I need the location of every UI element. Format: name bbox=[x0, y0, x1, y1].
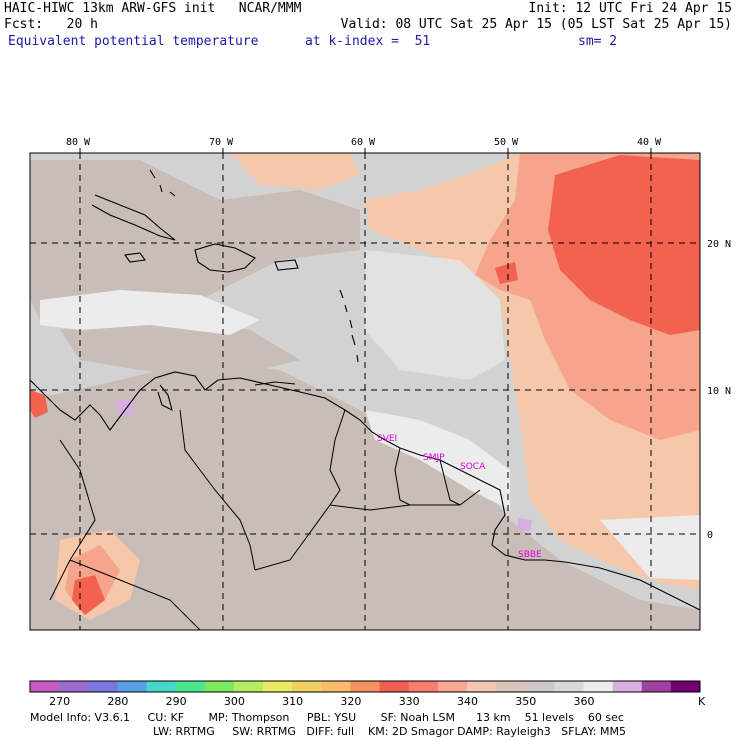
model-info-line2: LW: RRTMG SW: RRTMG DIFF: full KM: 2D Sm… bbox=[153, 725, 626, 738]
border-brazil-north bbox=[254, 489, 481, 571]
lat-label-0: 0 bbox=[707, 530, 713, 541]
header-k-index: at k-index = 51 bbox=[305, 34, 431, 49]
colorbar-swatch bbox=[641, 681, 672, 692]
colorbar-swatch bbox=[146, 681, 177, 692]
colorbar-swatch bbox=[350, 681, 381, 692]
field-red-core bbox=[548, 155, 700, 335]
field-tan-mid bbox=[60, 310, 300, 380]
coast-lake-maracaibo bbox=[157, 384, 173, 412]
coast-hispaniola bbox=[194, 243, 256, 273]
country-borders bbox=[49, 409, 481, 630]
colorbar-label: 330 bbox=[399, 695, 420, 708]
colorbar-label: 270 bbox=[49, 695, 70, 708]
colorbar-swatch bbox=[175, 681, 206, 692]
colorbar-label: 320 bbox=[340, 695, 361, 708]
colorbar-label: 350 bbox=[515, 695, 536, 708]
field-white-guiana bbox=[365, 410, 510, 510]
colorbar-frame bbox=[29, 680, 701, 693]
coast-lesser-antilles bbox=[339, 289, 359, 363]
lon-label-70w: 70 W bbox=[209, 137, 234, 148]
city-label-smjp: SMJP bbox=[423, 453, 445, 463]
top-ticks bbox=[79, 148, 652, 153]
lat-lon-grid bbox=[30, 153, 700, 630]
field-white-atlantic bbox=[365, 250, 505, 380]
colorbar-label: 300 bbox=[224, 695, 245, 708]
header-smoothing: sm= 2 bbox=[578, 34, 618, 49]
colorbar: 270 280 290 300 310 320 330 340 350 360 bbox=[29, 680, 701, 708]
field-tan-caribbean bbox=[30, 160, 360, 320]
field-purple-spot-2 bbox=[518, 518, 532, 532]
field-red-blob bbox=[495, 262, 518, 284]
header-forecast: Fcst: 20 h bbox=[4, 17, 98, 32]
border-peru bbox=[69, 559, 201, 630]
header-init: Init: 12 UTC Fri 24 Apr 15 bbox=[528, 1, 733, 16]
field-peach-patch-1 bbox=[230, 153, 360, 190]
colorbar-swatch bbox=[437, 681, 468, 692]
colorbar-swatch bbox=[408, 681, 439, 692]
model-info-line1: Model Info: V3.6.1 CU: KF MP: Thompson P… bbox=[30, 711, 624, 724]
lon-label-40w: 40 W bbox=[637, 137, 662, 148]
coast-south-america bbox=[30, 371, 700, 611]
header-title: HAIC-HIWC 13km ARW-GFS init NCAR/MMM bbox=[4, 1, 302, 16]
field-white-band bbox=[40, 290, 260, 335]
border-guyana-suriname bbox=[394, 447, 411, 506]
coast-bahamas bbox=[149, 169, 176, 197]
city-label-sbbe: SBBE bbox=[518, 550, 542, 560]
lon-label-60w: 60 W bbox=[351, 137, 376, 148]
colorbar-swatch bbox=[59, 681, 89, 692]
colorbar-swatch bbox=[204, 681, 235, 692]
border-colombia-venezuela bbox=[179, 409, 256, 571]
border-venezuela-guyana bbox=[329, 409, 346, 506]
colorbar-swatch bbox=[379, 681, 410, 692]
lon-label-50w: 50 W bbox=[494, 137, 519, 148]
coast-paria bbox=[254, 381, 296, 386]
colorbar-label: 360 bbox=[573, 695, 594, 708]
colorbar-label: 290 bbox=[166, 695, 187, 708]
lat-label-10n: 10 N bbox=[707, 386, 731, 397]
colorbar-swatch bbox=[466, 681, 497, 692]
border-colombia-west bbox=[49, 439, 96, 601]
colorbar-swatch bbox=[88, 681, 118, 692]
colorbar-swatch bbox=[525, 681, 555, 692]
colorbar-swatch bbox=[321, 681, 351, 692]
lat-label-20n: 20 N bbox=[707, 239, 731, 250]
city-label-svei: SVEI bbox=[377, 434, 397, 444]
header-field-name: Equivalent potential temperature bbox=[8, 34, 259, 49]
coast-puerto-rico bbox=[274, 259, 299, 271]
field-white-east bbox=[600, 515, 700, 580]
colorbar-swatch bbox=[583, 681, 614, 692]
field-red-west bbox=[30, 390, 48, 418]
colorbar-swatch bbox=[496, 681, 526, 692]
coast-cuba bbox=[91, 194, 176, 241]
colorbar-unit: K bbox=[698, 695, 706, 708]
colorbar-swatch bbox=[30, 681, 60, 692]
colorbar-swatch bbox=[670, 681, 701, 692]
colorbar-label: 340 bbox=[457, 695, 478, 708]
colorbar-swatch bbox=[233, 681, 264, 692]
border-suriname-fguiana bbox=[439, 459, 461, 506]
colorbar-swatch bbox=[263, 681, 293, 692]
colorbar-swatch bbox=[554, 681, 584, 692]
coast-jamaica bbox=[124, 252, 146, 263]
colorbar-swatch bbox=[612, 681, 643, 692]
lon-label-80w: 80 W bbox=[66, 137, 91, 148]
header-valid: Valid: 08 UTC Sat 25 Apr 15 (05 LST Sat … bbox=[340, 17, 732, 32]
city-label-soca: SOCA bbox=[460, 462, 486, 472]
coastlines bbox=[30, 169, 700, 611]
colorbar-swatch bbox=[292, 681, 322, 692]
colorbar-label: 310 bbox=[282, 695, 303, 708]
colorbar-label: 280 bbox=[107, 695, 128, 708]
colorbar-swatch bbox=[117, 681, 148, 692]
